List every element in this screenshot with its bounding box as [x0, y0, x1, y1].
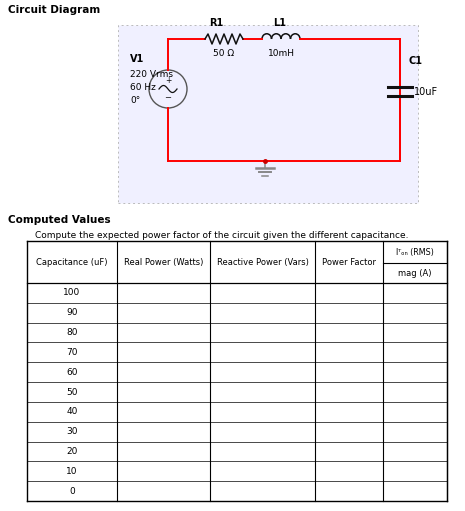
Text: 90: 90	[66, 308, 78, 317]
Text: 0°: 0°	[130, 96, 140, 105]
Text: 60 Hz: 60 Hz	[130, 82, 156, 91]
Text: Computed Values: Computed Values	[8, 215, 111, 225]
Bar	[118, 25, 418, 203]
Text: Reactive Power (Vars): Reactive Power (Vars)	[217, 258, 308, 267]
Text: mag (A): mag (A)	[398, 268, 432, 277]
Text: 60: 60	[66, 368, 78, 377]
Text: 10uF: 10uF	[414, 87, 438, 97]
Text: R1: R1	[209, 18, 223, 28]
Text: 20: 20	[66, 447, 78, 456]
Text: 100: 100	[63, 288, 80, 297]
Text: Compute the expected power factor of the circuit given the different capacitance: Compute the expected power factor of the…	[35, 231, 408, 240]
Text: Real Power (Watts): Real Power (Watts)	[124, 258, 203, 267]
Text: L1: L1	[273, 18, 286, 28]
Text: Capacitance (uF): Capacitance (uF)	[36, 258, 108, 267]
Text: 10mH: 10mH	[267, 49, 294, 58]
Text: Iᵀₒₙ (RMS): Iᵀₒₙ (RMS)	[396, 247, 434, 257]
Text: V1: V1	[130, 54, 144, 64]
Text: Power Factor: Power Factor	[322, 258, 376, 267]
Text: −: −	[165, 94, 172, 103]
Text: 50 Ω: 50 Ω	[213, 49, 234, 58]
Text: 70: 70	[66, 348, 78, 357]
Text: Circuit Diagram: Circuit Diagram	[8, 5, 100, 15]
Text: 30: 30	[66, 427, 78, 436]
Text: 0: 0	[69, 486, 75, 496]
Text: 10: 10	[66, 467, 78, 476]
Text: 80: 80	[66, 328, 78, 337]
Text: C1: C1	[408, 56, 422, 66]
Text: 50: 50	[66, 387, 78, 397]
Text: 40: 40	[66, 407, 78, 416]
Text: 220 Vrms: 220 Vrms	[130, 69, 173, 79]
Text: +: +	[165, 76, 171, 84]
